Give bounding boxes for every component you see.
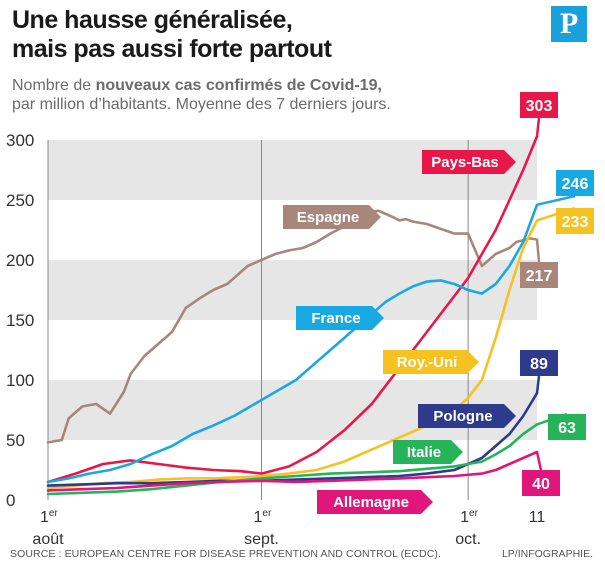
title-line-1: Une hausse généralisée, [12, 6, 293, 34]
subtitle-bold: nouveaux cas confirmés de Covid-19, [95, 77, 382, 94]
x-tick-label: août [32, 531, 64, 548]
series-line-pays-bas [46, 135, 539, 484]
end-value-label: 303 [526, 98, 553, 115]
callout-pointer [535, 375, 541, 394]
series-line-allemagne [46, 450, 539, 492]
end-value-callout: 217 [520, 239, 558, 288]
y-tick-label: 100 [6, 371, 34, 390]
subtitle-part-1: Nombre de [12, 77, 96, 94]
series-tag-shape [296, 306, 384, 330]
chart-title: Une hausse généralisée, mais pas aussi f… [12, 6, 532, 64]
callout-pointer [535, 117, 541, 137]
y-tick-label: 200 [6, 251, 34, 270]
y-tick-label: 300 [6, 131, 34, 150]
series-name-tag: Roy.-Uni [383, 350, 479, 374]
brand-logo: P [551, 6, 587, 42]
series-line-italie [46, 423, 539, 496]
end-value-callout: 246 [536, 170, 594, 207]
series-tag-shape [317, 490, 433, 514]
x-tick-label: oct. [455, 531, 481, 548]
end-value-callout: 40 [522, 451, 560, 496]
callout-box [520, 92, 558, 118]
x-tick-number: 1er [254, 508, 272, 526]
chart-subtitle: Nombre de nouveaux cas confirmés de Covi… [12, 76, 512, 114]
series-name-tag: Italie [393, 440, 463, 464]
series-name-label: Pays-Bas [431, 154, 499, 171]
end-value-label: 63 [558, 420, 576, 437]
series-name-tag: Espagne [283, 205, 381, 229]
series-tag-shape [383, 350, 479, 374]
end-value-label: 233 [562, 214, 589, 231]
callout-box [556, 208, 594, 234]
series-name-tag: Pologne [418, 404, 516, 428]
title-line-2: mais pas aussi forte partout [12, 35, 332, 63]
x-tick-number: 1er [460, 508, 478, 526]
source-note: SOURCE : EUROPEAN CENTRE FOR DISEASE PRE… [10, 548, 442, 560]
series-name-label: Allemagne [333, 494, 409, 511]
series-name-tag: Allemagne [317, 490, 433, 514]
callout-pointer [535, 451, 543, 471]
callout-box [548, 414, 586, 440]
series-name-label: Roy.-Uni [397, 354, 458, 371]
y-tick-label: 0 [6, 491, 15, 510]
callout-box [520, 262, 558, 288]
series-name-label: Italie [407, 444, 441, 461]
x-tick-label: 11 [529, 509, 546, 526]
y-tick-label: 50 [6, 431, 25, 450]
y-tick-label: 250 [6, 191, 34, 210]
end-value-callout: 89 [520, 350, 558, 394]
end-value-label: 246 [562, 176, 589, 193]
subtitle-part-2: par million d’habitants. Moyenne des 7 d… [12, 96, 391, 113]
series-name-label: Pologne [433, 408, 492, 425]
callout-box [556, 170, 594, 196]
series-line-pologne [46, 391, 539, 487]
end-value-callout: 63 [536, 412, 586, 440]
callout-box [522, 470, 560, 496]
series-name-label: Espagne [297, 209, 360, 226]
series-tag-shape [283, 205, 381, 229]
series-name-tag: France [296, 306, 384, 330]
callout-pointer [535, 239, 541, 263]
end-value-label: 89 [530, 356, 548, 373]
x-tick-number: 1er [40, 508, 58, 526]
callout-box [520, 350, 558, 376]
callout-pointer [536, 194, 576, 207]
series-tag-shape [418, 404, 516, 428]
grid-band [48, 260, 537, 320]
series-name-label: France [311, 310, 360, 327]
end-value-callout: 233 [536, 206, 594, 234]
series-line-france [46, 203, 539, 484]
x-tick-label: sept. [244, 531, 279, 548]
end-value-label: 40 [532, 476, 550, 493]
credit-note: LP/INFOGRAPHIE. [501, 548, 593, 560]
series-tag-shape [393, 440, 463, 464]
y-tick-label: 150 [6, 311, 34, 330]
series-line-espagne [46, 209, 539, 444]
end-value-label: 217 [526, 268, 553, 285]
end-value-callout: 303 [520, 92, 558, 137]
series-tag-shape [422, 150, 516, 174]
series-name-tag: Pays-Bas [422, 150, 516, 174]
series-line-roy-uni [46, 219, 539, 490]
